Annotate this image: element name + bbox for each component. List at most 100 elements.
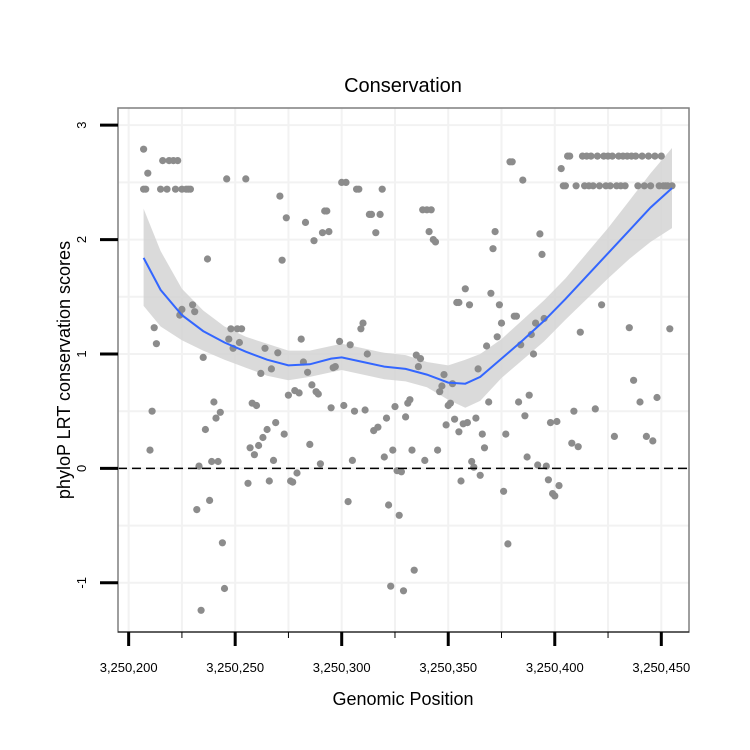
data-point	[593, 152, 602, 160]
data-point	[380, 453, 388, 461]
data-point	[651, 152, 659, 160]
data-point	[485, 398, 493, 406]
data-point	[367, 210, 376, 218]
data-point	[431, 238, 440, 246]
data-point	[668, 182, 676, 190]
data-point	[201, 425, 209, 434]
data-point	[391, 403, 399, 411]
confidence-band	[143, 148, 673, 408]
data-point	[470, 463, 478, 471]
data-point	[269, 456, 278, 464]
data-point	[474, 365, 482, 373]
data-point	[500, 487, 508, 495]
data-point	[455, 428, 463, 436]
data-point	[544, 476, 553, 484]
data-point	[342, 178, 350, 186]
data-point	[150, 324, 158, 332]
data-point	[610, 432, 619, 440]
data-point	[566, 152, 574, 160]
data-point	[570, 407, 578, 415]
data-point	[519, 176, 527, 184]
data-point	[478, 430, 486, 438]
y-tick-label: 0	[74, 465, 89, 472]
data-point	[159, 157, 167, 165]
data-point	[357, 325, 365, 333]
data-point	[483, 342, 491, 350]
data-point	[171, 185, 180, 193]
smooth-curve	[142, 187, 673, 385]
data-point	[385, 501, 393, 509]
data-point	[376, 210, 384, 218]
data-point	[325, 228, 333, 236]
data-point	[374, 423, 382, 431]
data-point	[630, 376, 638, 384]
data-point	[591, 405, 599, 413]
data-point	[276, 192, 284, 200]
data-point	[487, 289, 495, 297]
x-axis-title: Genomic Position	[332, 689, 473, 709]
data-point	[278, 256, 286, 264]
data-point	[361, 406, 369, 414]
data-point	[621, 182, 629, 190]
data-point	[489, 245, 497, 253]
data-point	[210, 398, 218, 406]
data-point	[274, 349, 282, 357]
data-point	[468, 457, 476, 466]
data-point	[557, 165, 565, 173]
data-point	[421, 456, 429, 464]
data-point	[534, 461, 542, 469]
y-tick-label: -1	[74, 577, 89, 589]
data-point	[142, 185, 150, 193]
data-point	[223, 175, 231, 183]
data-point	[666, 325, 674, 333]
data-point	[225, 335, 233, 343]
data-point	[406, 396, 414, 404]
data-point	[476, 471, 484, 479]
data-point	[632, 152, 640, 160]
data-point	[568, 439, 576, 447]
data-point	[497, 319, 506, 327]
data-point	[410, 566, 418, 574]
data-point	[480, 444, 489, 452]
data-point	[442, 421, 450, 429]
data-point	[257, 369, 265, 377]
data-point	[301, 218, 310, 226]
data-point	[395, 511, 403, 519]
data-point	[472, 414, 480, 422]
data-point	[451, 415, 459, 423]
data-point	[191, 308, 199, 316]
data-point	[193, 506, 201, 514]
data-point	[523, 453, 531, 461]
data-point	[218, 539, 226, 547]
data-point	[203, 255, 212, 263]
data-point	[323, 207, 331, 215]
data-point	[148, 407, 156, 415]
data-point	[255, 441, 263, 450]
data-point	[608, 152, 616, 160]
data-point	[195, 462, 203, 470]
data-point	[382, 414, 391, 422]
data-points	[140, 145, 676, 614]
data-point	[378, 185, 386, 193]
data-point	[414, 363, 422, 371]
data-point	[521, 412, 529, 420]
data-point	[244, 479, 252, 487]
data-point	[408, 446, 416, 454]
data-point	[259, 433, 267, 442]
data-point	[293, 469, 301, 477]
data-point	[174, 157, 182, 165]
data-point	[589, 182, 597, 190]
data-point	[216, 408, 224, 416]
data-point	[246, 444, 254, 452]
data-point	[306, 440, 314, 448]
data-point	[625, 324, 633, 332]
data-point	[272, 419, 280, 427]
data-point	[308, 381, 316, 389]
confidence-band-area	[143, 148, 673, 408]
data-point	[440, 371, 448, 379]
data-point	[227, 325, 235, 333]
chart-title: Conservation	[344, 75, 462, 97]
data-point	[282, 214, 290, 222]
data-point	[363, 350, 371, 358]
data-point	[457, 477, 465, 485]
